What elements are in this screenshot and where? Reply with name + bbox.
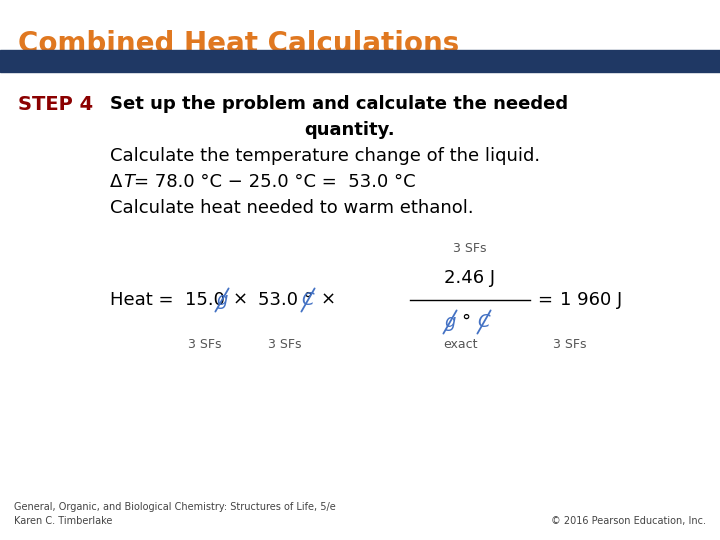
Text: 3 SFs: 3 SFs (454, 241, 487, 254)
Text: Combined Heat Calculations: Combined Heat Calculations (18, 30, 459, 58)
Text: 53.0 °: 53.0 ° (258, 291, 313, 309)
Text: exact: exact (443, 338, 477, 350)
Text: T: T (123, 173, 134, 191)
Text: © 2016 Pearson Education, Inc.: © 2016 Pearson Education, Inc. (551, 516, 706, 526)
Text: ×: × (233, 291, 248, 309)
Text: Heat =: Heat = (110, 291, 179, 309)
Text: C: C (477, 313, 490, 331)
Text: Set up the problem and calculate the needed: Set up the problem and calculate the nee… (110, 95, 568, 113)
Text: Δ: Δ (110, 173, 122, 191)
Text: g: g (216, 291, 228, 309)
Text: 3 SFs: 3 SFs (269, 338, 302, 350)
Text: General, Organic, and Biological Chemistry: Structures of Life, 5/e
Karen C. Tim: General, Organic, and Biological Chemist… (14, 502, 336, 526)
Text: quantity.: quantity. (305, 121, 395, 139)
Text: C: C (302, 291, 315, 309)
Text: 2.46 J: 2.46 J (444, 269, 495, 287)
Text: STEP 4: STEP 4 (18, 95, 93, 114)
Text: ×: × (320, 291, 336, 309)
Bar (0, 50, 720, 72)
Text: Calculate the temperature change of the liquid.: Calculate the temperature change of the … (110, 147, 540, 165)
Text: g: g (444, 313, 456, 331)
Text: 15.0: 15.0 (185, 291, 230, 309)
Text: = 78.0 °C − 25.0 °C =  53.0 °C: = 78.0 °C − 25.0 °C = 53.0 °C (134, 173, 415, 191)
Text: 1 960 J: 1 960 J (560, 291, 622, 309)
Text: =: = (538, 291, 552, 309)
Text: Calculate heat needed to warm ethanol.: Calculate heat needed to warm ethanol. (110, 199, 474, 217)
Text: °: ° (462, 313, 471, 331)
Text: 3 SFs: 3 SFs (188, 338, 222, 350)
Text: 3 SFs: 3 SFs (553, 338, 587, 350)
